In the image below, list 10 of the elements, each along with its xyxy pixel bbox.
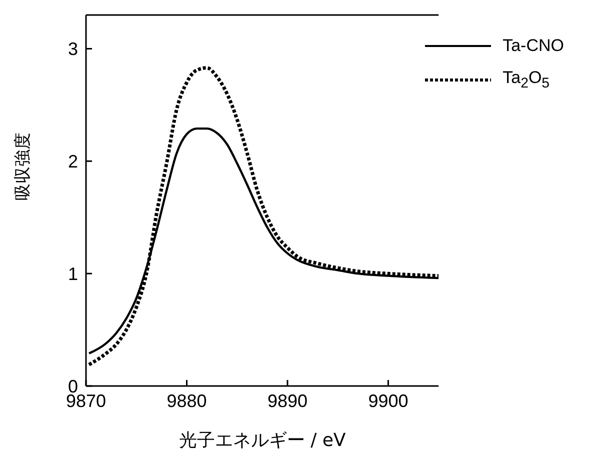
y-tick-label: 2: [68, 152, 78, 172]
legend-label: Ta$_{2}$O$_{5}$: [502, 68, 550, 92]
x-tick-label: 9900: [368, 390, 408, 411]
y-tick-label: 1: [68, 264, 78, 284]
x-tick-label: 9890: [267, 390, 308, 411]
y-tick-label: 3: [68, 39, 78, 60]
y-axis-title: 吸収強度: [13, 132, 34, 200]
x-tick-label: 9880: [166, 390, 207, 411]
x-axis-title: 光子エネルギー / eV: [178, 430, 346, 451]
legend-label: Ta-CNO: [502, 36, 564, 56]
